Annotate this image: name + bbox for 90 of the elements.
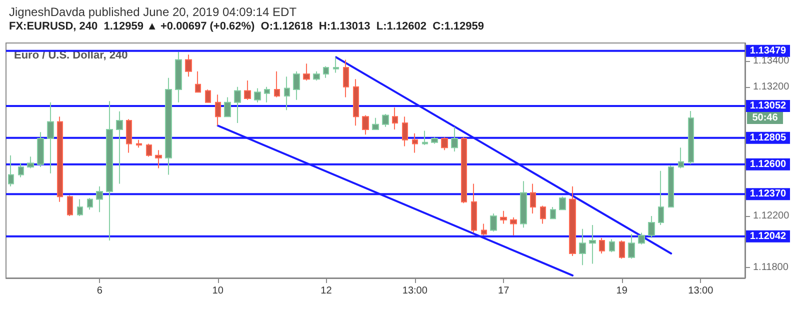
candlestick — [274, 70, 280, 98]
candlestick — [382, 114, 389, 128]
candlestick — [569, 186, 576, 257]
candlestick — [333, 56, 339, 74]
candlestick — [520, 180, 527, 228]
ref-line-label: 1.12600 — [750, 158, 787, 170]
candlestick — [126, 118, 132, 154]
candlestick — [431, 136, 438, 144]
candlestick — [77, 198, 83, 217]
candlestick — [165, 77, 172, 176]
candlestick — [638, 232, 645, 245]
candlestick — [392, 107, 398, 130]
candlestick — [313, 70, 320, 81]
candlestick — [412, 132, 418, 154]
ref-line-label: 1.12370 — [750, 188, 787, 200]
candlestick — [146, 143, 152, 158]
candlestick — [490, 212, 497, 232]
y-tick-label: 1.13200 — [753, 81, 790, 92]
candlestick — [668, 165, 674, 208]
candlestick — [688, 110, 694, 165]
candlestick — [244, 80, 251, 100]
x-tick-label: 17 — [498, 286, 510, 296]
candlestick — [441, 136, 448, 151]
candlestick — [343, 59, 349, 98]
candlestick — [599, 237, 605, 254]
candlestick — [254, 88, 261, 103]
candlestick — [215, 94, 221, 126]
candlestick — [648, 216, 655, 238]
ref-line-label: 1.13052 — [750, 100, 787, 112]
annotation: 50:46 — [752, 112, 778, 124]
candlestick — [96, 186, 103, 213]
y-tick-label: 1.12200 — [753, 210, 790, 222]
candlestick — [540, 205, 546, 224]
candlestick — [658, 170, 664, 226]
candlestick — [67, 194, 73, 217]
x-tick-label: 19 — [616, 286, 628, 296]
candlestick — [510, 216, 517, 236]
candlestick — [323, 66, 329, 78]
candlestick — [136, 139, 142, 148]
candlestick — [550, 206, 556, 220]
x-tick-label: 13:00 — [402, 286, 428, 296]
candlestick — [481, 223, 487, 236]
x-tick-label: 13:00 — [688, 286, 714, 296]
x-tick-label: 10 — [212, 286, 224, 296]
ref-line-label: 1.12042 — [750, 230, 787, 242]
candlestick — [185, 54, 192, 78]
candlestick — [264, 86, 270, 103]
chart-subtitle: FX:EURUSD, 240 1.12959 ▲ +0.00697 (+0.62%) O:1.12618 H:1.13013 L:1.12602 C:1.12959 — [9, 20, 484, 32]
candlestick — [678, 147, 684, 169]
candlestick — [155, 150, 162, 169]
candlestick — [353, 78, 359, 126]
candlestick — [579, 228, 586, 266]
y-tick-label: 1.13400 — [753, 56, 790, 67]
candlestick — [609, 238, 615, 253]
candlestick — [628, 234, 635, 260]
candlestick — [87, 197, 93, 210]
candlestick — [224, 96, 231, 118]
candlestick — [47, 102, 54, 174]
x-tick-label: 6 — [96, 286, 103, 296]
ref-line-label: 1.13479 — [750, 45, 787, 56]
candlestick — [8, 154, 14, 187]
chart-title: JigneshDavda published June 20, 2019 04:09:14 EDT — [9, 5, 298, 19]
candlestick — [471, 183, 477, 234]
candlestick — [589, 224, 596, 264]
candlestick — [205, 88, 211, 103]
candlestick — [372, 117, 379, 130]
candlestick — [175, 52, 182, 103]
candlestick — [402, 116, 408, 147]
candlestick — [530, 183, 536, 214]
candlestick — [234, 86, 241, 124]
y-tick-label: 1.11800 — [753, 262, 789, 274]
candlestick — [116, 110, 123, 184]
candlestick — [195, 70, 201, 93]
candlestick — [27, 156, 34, 169]
candlestick — [303, 63, 310, 81]
x-tick-label: 12 — [320, 286, 332, 296]
candlestick — [57, 116, 63, 202]
candlestick — [422, 130, 428, 146]
candlestick — [500, 210, 507, 224]
ref-line-label: 1.12805 — [750, 132, 787, 144]
candlestick — [106, 100, 113, 242]
candlestick — [619, 240, 625, 260]
candlestick — [362, 114, 369, 136]
candlestick — [451, 126, 458, 152]
candlestick — [461, 136, 467, 204]
candlestick — [559, 196, 566, 210]
candlestick — [37, 132, 44, 168]
candlestick — [293, 70, 300, 100]
candlestick — [18, 162, 24, 178]
candlestick — [284, 76, 290, 111]
